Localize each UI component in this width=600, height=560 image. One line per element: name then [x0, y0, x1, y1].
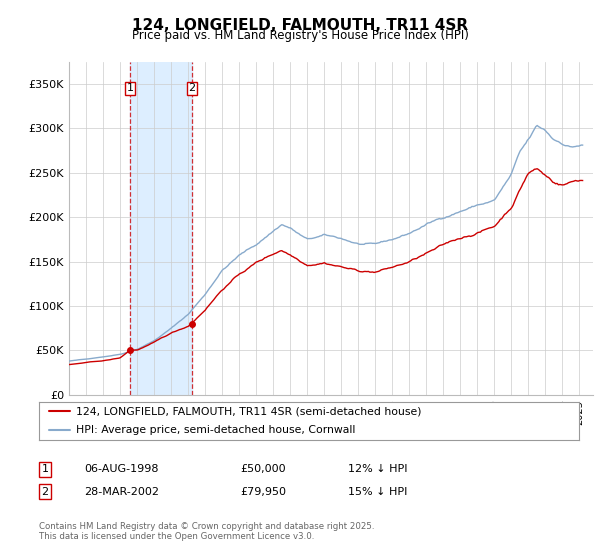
- Text: Contains HM Land Registry data © Crown copyright and database right 2025.
This d: Contains HM Land Registry data © Crown c…: [39, 522, 374, 542]
- Text: 2: 2: [188, 83, 196, 94]
- Text: 124, LONGFIELD, FALMOUTH, TR11 4SR: 124, LONGFIELD, FALMOUTH, TR11 4SR: [132, 18, 468, 33]
- Text: 1: 1: [41, 464, 49, 474]
- Bar: [130, 62, 192, 395]
- Text: 28-MAR-2002: 28-MAR-2002: [84, 487, 159, 497]
- Text: £79,950: £79,950: [240, 487, 286, 497]
- Text: 124, LONGFIELD, FALMOUTH, TR11 4SR (semi-detached house): 124, LONGFIELD, FALMOUTH, TR11 4SR (semi…: [76, 406, 421, 416]
- Text: 12% ↓ HPI: 12% ↓ HPI: [348, 464, 407, 474]
- Text: 1: 1: [127, 83, 134, 94]
- Text: 15% ↓ HPI: 15% ↓ HPI: [348, 487, 407, 497]
- Text: £50,000: £50,000: [240, 464, 286, 474]
- Text: Price paid vs. HM Land Registry's House Price Index (HPI): Price paid vs. HM Land Registry's House …: [131, 29, 469, 42]
- Text: HPI: Average price, semi-detached house, Cornwall: HPI: Average price, semi-detached house,…: [76, 425, 355, 435]
- Text: 06-AUG-1998: 06-AUG-1998: [84, 464, 158, 474]
- Text: 2: 2: [41, 487, 49, 497]
